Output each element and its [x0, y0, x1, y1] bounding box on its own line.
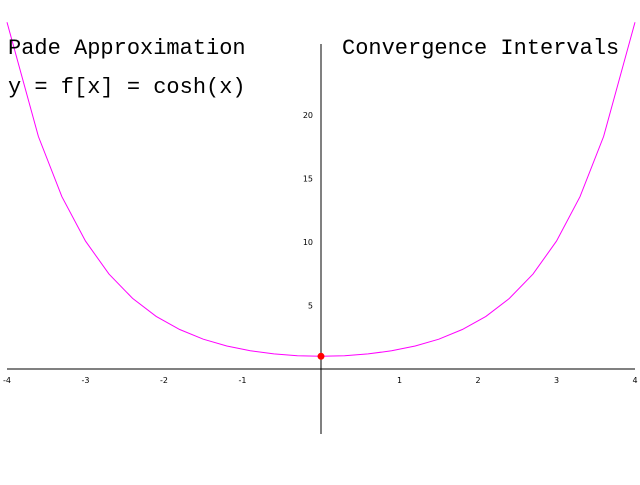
y-tick-label: 10: [303, 238, 313, 247]
title-pade-approximation: Pade Approximation: [8, 36, 246, 61]
x-tick-label: -2: [160, 376, 168, 385]
x-tick-label: 4: [632, 376, 637, 385]
y-tick-label: 20: [303, 111, 313, 120]
tick-group: -4 -3 -2 -1 1 2 3 4 5 10 15 20: [3, 111, 638, 385]
x-tick-label: 1: [397, 376, 402, 385]
highlight-point: [317, 352, 325, 360]
equation-label: y = f[x] = cosh(x): [8, 75, 246, 100]
y-tick-label: 5: [308, 302, 313, 311]
y-tick-label: 15: [303, 175, 313, 184]
x-tick-label: -4: [3, 376, 11, 385]
x-tick-label: -1: [239, 376, 247, 385]
x-tick-label: 2: [475, 376, 480, 385]
x-tick-label: 3: [554, 376, 559, 385]
title-convergence-intervals: Convergence Intervals: [342, 36, 620, 61]
x-tick-label: -3: [82, 376, 90, 385]
